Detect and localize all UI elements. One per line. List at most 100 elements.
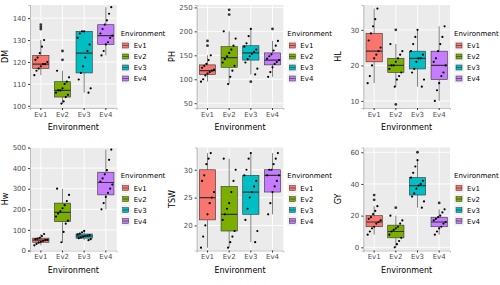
point [443,25,445,27]
point [46,239,48,241]
y-tick-mark [28,251,30,252]
point [66,200,68,202]
point [55,92,57,94]
whisker-low [62,97,63,104]
legend: EnvironmentEv1Ev2Ev3Ev4 [454,30,499,84]
box [221,158,237,249]
median [409,185,425,186]
point [420,57,422,59]
point [443,208,445,210]
point [43,233,45,235]
point [410,177,412,179]
legend: EnvironmentEv1Ev2Ev3Ev4 [121,30,166,84]
point [210,152,212,154]
box-body [221,47,237,68]
point [33,74,35,76]
point [277,152,279,154]
grid-line-x [395,5,396,108]
point [105,43,107,45]
point [255,180,257,182]
legend-label: Ev1 [300,185,313,193]
point [393,64,395,66]
point [376,205,378,207]
x-tick-label: Ev3 [78,253,91,261]
whisker-high [105,7,106,25]
point [420,183,422,185]
point [99,180,101,182]
point [395,227,397,229]
point [83,30,85,32]
point [436,89,438,91]
y-tick-label: 100 [13,227,26,235]
legend-key [123,54,129,59]
marks [199,8,280,85]
legend-key-bg [121,205,131,215]
y-axis-title: GY [334,194,343,205]
y-tick-label: 130 [13,37,26,45]
legend-item: Ev1 [121,41,147,51]
point [222,219,224,221]
box-body [431,217,447,227]
grid-line [197,7,284,8]
point [86,50,88,52]
legend-key-bg [454,183,464,193]
y-tick: 25 [184,194,197,202]
y-tick-mark [361,184,363,185]
whisker-low [374,62,375,83]
x-tick: Ev4 [99,251,113,262]
whisker-high [439,26,440,51]
legend-item: Ev2 [454,52,480,62]
legend-key-median [456,56,462,57]
legend-label: Ev1 [134,185,147,193]
point [390,230,392,232]
outlier [438,202,441,205]
y-tick: 130 [13,37,30,45]
y-tick-label: 500 [13,144,26,152]
x-tick-label: Ev4 [433,253,447,261]
legend-key-bg [121,183,131,193]
legend-key [456,186,462,191]
y-tick-label: 10 [350,98,359,106]
point [231,70,233,72]
box-body [76,31,92,73]
y-tick-label: 150 [179,52,192,60]
point [394,246,396,248]
legend-label: Ev4 [134,75,148,83]
whisker-low [417,195,418,208]
point [400,71,402,73]
legend-key [123,208,129,213]
point [376,7,378,9]
legend-key [456,76,462,81]
point [421,86,423,88]
legend-key [456,54,462,59]
point [399,54,401,56]
legend-item: Ev3 [287,63,313,73]
x-axis-title: Environment [214,266,265,275]
whisker-low [84,73,85,93]
plot-background [30,5,117,108]
grid-line-x [272,148,273,251]
point [251,53,253,55]
x-axis: Ev1Ev2Ev3Ev4 [31,251,118,262]
point [232,180,234,182]
point [233,65,235,67]
point [33,244,35,246]
point [213,191,215,193]
x-tick: Ev4 [99,108,113,119]
legend-label: Ev3 [300,207,313,215]
point [416,29,418,31]
point [77,233,79,235]
point [107,41,109,43]
point [41,235,43,237]
point [438,82,440,84]
legend: EnvironmentEv1Ev2Ev3Ev4 [287,30,332,84]
point [207,158,209,160]
point [269,71,271,73]
point [398,240,400,242]
median [33,64,49,65]
x-tick-mark [439,251,440,253]
box [243,152,259,243]
point [399,222,401,224]
point [103,202,105,204]
legend-item: Ev1 [121,183,147,193]
